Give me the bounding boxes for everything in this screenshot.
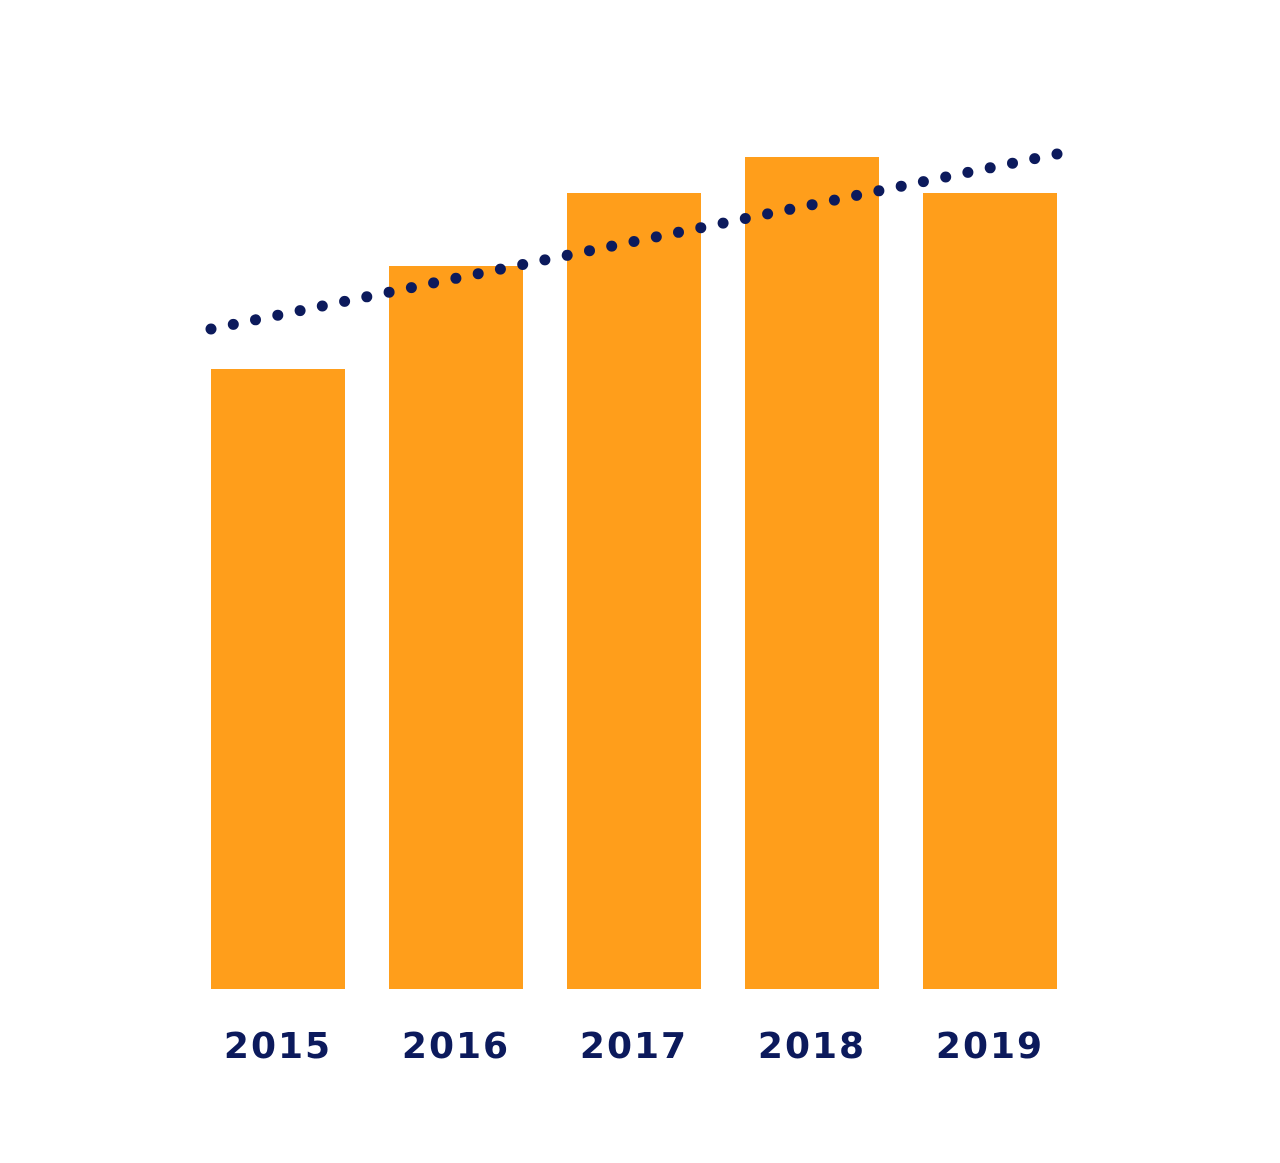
tick-label-2015: 2015 (224, 1026, 332, 1067)
bar-2015 (211, 369, 345, 989)
trend-dot (895, 180, 907, 192)
bar-2019 (923, 193, 1057, 989)
tick-label-2017: 2017 (580, 1026, 688, 1067)
trend-dot (250, 314, 261, 326)
bars-group (211, 157, 1057, 989)
trend-dot (428, 277, 440, 289)
trend-dot (494, 263, 506, 275)
trend-dot (739, 213, 751, 224)
trend-dot (361, 291, 373, 303)
trend-dot (628, 236, 640, 247)
trend-dot (673, 226, 684, 238)
trend-dot (561, 249, 573, 261)
trend-dot (784, 203, 796, 215)
trend-dot (851, 189, 863, 201)
trend-dot (762, 208, 774, 220)
trend-dot (450, 272, 462, 284)
trend-dot (584, 245, 595, 257)
trend-dot (1051, 148, 1063, 160)
trend-dot (294, 305, 306, 317)
trend-dot (1007, 157, 1018, 169)
trend-dot (917, 176, 929, 188)
trend-dot (383, 286, 395, 298)
trend-dot (405, 282, 417, 294)
trend-dot (227, 318, 239, 330)
trend-dot (828, 194, 840, 206)
bar-2017 (567, 193, 701, 989)
trend-dot (962, 166, 974, 178)
trend-dot (650, 231, 662, 243)
bar-2016 (389, 266, 523, 989)
trend-dot (606, 240, 618, 252)
trend-dot (695, 222, 707, 234)
trend-dot (472, 268, 484, 280)
bar-2018 (745, 157, 879, 989)
tick-label-2016: 2016 (402, 1026, 510, 1067)
trend-dot (940, 171, 952, 183)
trend-dot (717, 217, 729, 229)
tick-label-2019: 2019 (936, 1026, 1044, 1067)
trend-dot (272, 309, 284, 321)
trendline (205, 148, 1063, 335)
trend-dot (984, 162, 996, 174)
trend-dot (1029, 153, 1041, 165)
trend-dot (873, 185, 885, 197)
trend-dot (806, 199, 818, 211)
trend-dot (205, 323, 217, 335)
tick-label-2018: 2018 (758, 1026, 866, 1067)
trend-dot (517, 259, 529, 270)
trend-dot (339, 295, 351, 307)
x-axis-tick-labels: 2015 2016 2017 2018 2019 (224, 1026, 1044, 1067)
trend-dot (316, 300, 328, 312)
trend-dot (539, 254, 551, 266)
